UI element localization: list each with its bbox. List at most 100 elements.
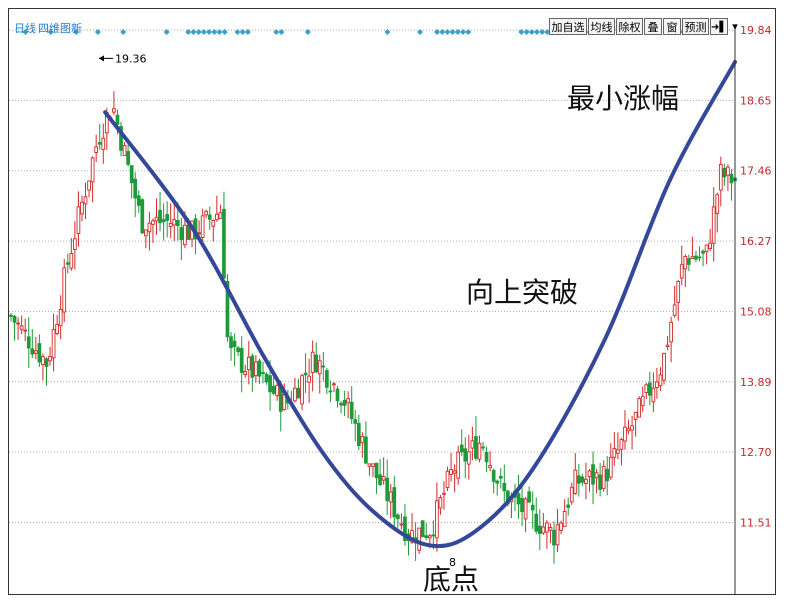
y-tick-label: 11.51 xyxy=(740,517,772,530)
candle xyxy=(676,280,681,321)
candle-body xyxy=(605,468,610,482)
ex-rights-button[interactable]: 除权 xyxy=(616,18,643,35)
candle xyxy=(701,249,705,267)
forecast-button[interactable]: 预测 xyxy=(682,18,709,35)
candle xyxy=(435,482,439,552)
candle xyxy=(477,435,482,463)
candle xyxy=(619,437,624,466)
candle xyxy=(161,203,166,241)
candle-body xyxy=(626,428,631,432)
candle-body xyxy=(55,324,59,334)
candle xyxy=(307,358,311,403)
indicator-tab[interactable]: 四维图新 xyxy=(38,22,82,35)
candle xyxy=(527,486,532,504)
candle xyxy=(112,91,116,116)
nav-arrow-icon[interactable]: ➜▌ xyxy=(710,18,728,35)
candle xyxy=(658,367,663,392)
candle xyxy=(179,217,184,261)
candle xyxy=(65,253,70,274)
y-tick-label: 13.89 xyxy=(740,376,772,389)
candle-body xyxy=(303,372,308,376)
candle xyxy=(687,254,691,272)
candle-body xyxy=(623,426,627,442)
candle-body xyxy=(48,356,52,362)
candle xyxy=(55,315,59,336)
candle-body xyxy=(339,402,343,406)
candle-body xyxy=(69,253,74,269)
chevron-down-icon[interactable]: ▾ xyxy=(732,20,738,33)
candle-body xyxy=(41,356,45,365)
candle-body xyxy=(250,355,255,378)
candle-body xyxy=(26,336,31,349)
candle-body xyxy=(619,439,624,450)
candle-body xyxy=(293,387,297,402)
candle xyxy=(406,528,411,556)
candle xyxy=(474,416,478,461)
info-dot-icon xyxy=(417,29,424,35)
candle xyxy=(239,336,244,393)
candle xyxy=(633,411,638,437)
info-dot-icon xyxy=(22,29,29,35)
candle-body xyxy=(122,144,127,157)
candle xyxy=(94,134,99,163)
candle xyxy=(261,361,265,384)
info-dot-icon xyxy=(454,29,461,35)
candle-body xyxy=(161,219,166,223)
candle xyxy=(424,523,429,541)
candle-body xyxy=(275,384,280,397)
candle-body xyxy=(449,469,453,475)
y-axis-layer: 19.84 18.65 17.46 16.27 15.08 13.89 12.70 11.51 xyxy=(734,24,772,594)
candle-body xyxy=(349,401,354,420)
candle xyxy=(591,451,595,505)
candle-body xyxy=(726,166,730,176)
candle xyxy=(605,456,610,496)
moving-average-button[interactable]: 均线 xyxy=(588,18,615,35)
add-watchlist-button[interactable]: 加自选 xyxy=(549,18,587,35)
candle-body xyxy=(136,195,141,206)
candle-body xyxy=(225,280,230,338)
candle-body xyxy=(83,196,88,205)
candle xyxy=(498,468,503,489)
info-dot-icon xyxy=(465,29,472,35)
candle-body xyxy=(644,384,649,393)
candle xyxy=(548,523,553,544)
candle xyxy=(566,497,571,516)
candle-body xyxy=(704,244,709,253)
candle-body xyxy=(530,504,535,511)
overlay-button[interactable]: 叠 xyxy=(644,18,662,35)
candle xyxy=(442,481,446,510)
window-button[interactable]: 窗 xyxy=(663,18,681,35)
candle-body xyxy=(317,360,322,375)
candle-body xyxy=(356,422,361,447)
candle xyxy=(726,164,730,191)
candle xyxy=(246,340,251,385)
candle-body xyxy=(353,419,358,424)
candle xyxy=(576,463,581,497)
candle-body xyxy=(669,321,673,343)
candle xyxy=(353,410,358,442)
candle-body xyxy=(591,464,595,485)
candle xyxy=(26,317,31,369)
candle-body xyxy=(651,387,656,403)
candle xyxy=(9,312,13,322)
candle-body xyxy=(573,469,578,494)
candle-body xyxy=(154,216,159,222)
candle-body xyxy=(218,212,223,219)
candle-body xyxy=(562,511,567,527)
candle-body xyxy=(410,530,414,543)
candle xyxy=(420,520,425,538)
y-tick-label: 15.08 xyxy=(740,305,772,318)
candle-body xyxy=(445,470,450,488)
candle xyxy=(83,182,88,220)
candle-body xyxy=(300,375,304,405)
candle xyxy=(310,340,315,392)
candle-body xyxy=(388,491,393,503)
candle-body xyxy=(204,210,209,216)
candle-body xyxy=(62,267,67,313)
price-chart: 19.84 18.65 17.46 16.27 15.08 13.89 12.70 11.51… xyxy=(9,24,772,594)
candle xyxy=(378,458,382,487)
candle-body xyxy=(452,470,457,474)
period-tab[interactable]: 日线 xyxy=(14,22,36,35)
candle-body xyxy=(601,465,606,489)
info-dot-icon xyxy=(163,29,170,35)
